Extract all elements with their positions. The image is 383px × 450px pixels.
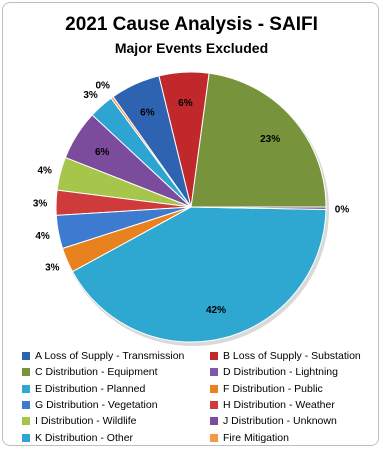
pie-data-label: 23%: [260, 134, 280, 145]
pie-slice-c-distribution-equipment: [190, 72, 327, 208]
pie-data-label: 0%: [95, 81, 110, 92]
pie-data-label: 6%: [140, 108, 155, 119]
pie-data-label: 4%: [35, 231, 50, 242]
chart-title: 2021 Cause Analysis - SAIFI: [65, 14, 318, 35]
pie-data-label: 42%: [206, 305, 226, 316]
chart-subtitle: Major Events Excluded: [114, 40, 269, 56]
pie-data-label: 0%: [335, 204, 350, 215]
pie-data-label: 3%: [83, 90, 98, 101]
pie-data-label: 6%: [95, 147, 110, 158]
pie-slice-e-distribution-planned: [71, 206, 327, 343]
pie-data-label: 3%: [45, 263, 60, 274]
pie-data-label: 4%: [37, 166, 52, 177]
pie-data-label: 6%: [178, 98, 193, 109]
pie-slice-d-distribution-lightning: [190, 206, 327, 211]
pie-data-label: 3%: [33, 198, 48, 209]
